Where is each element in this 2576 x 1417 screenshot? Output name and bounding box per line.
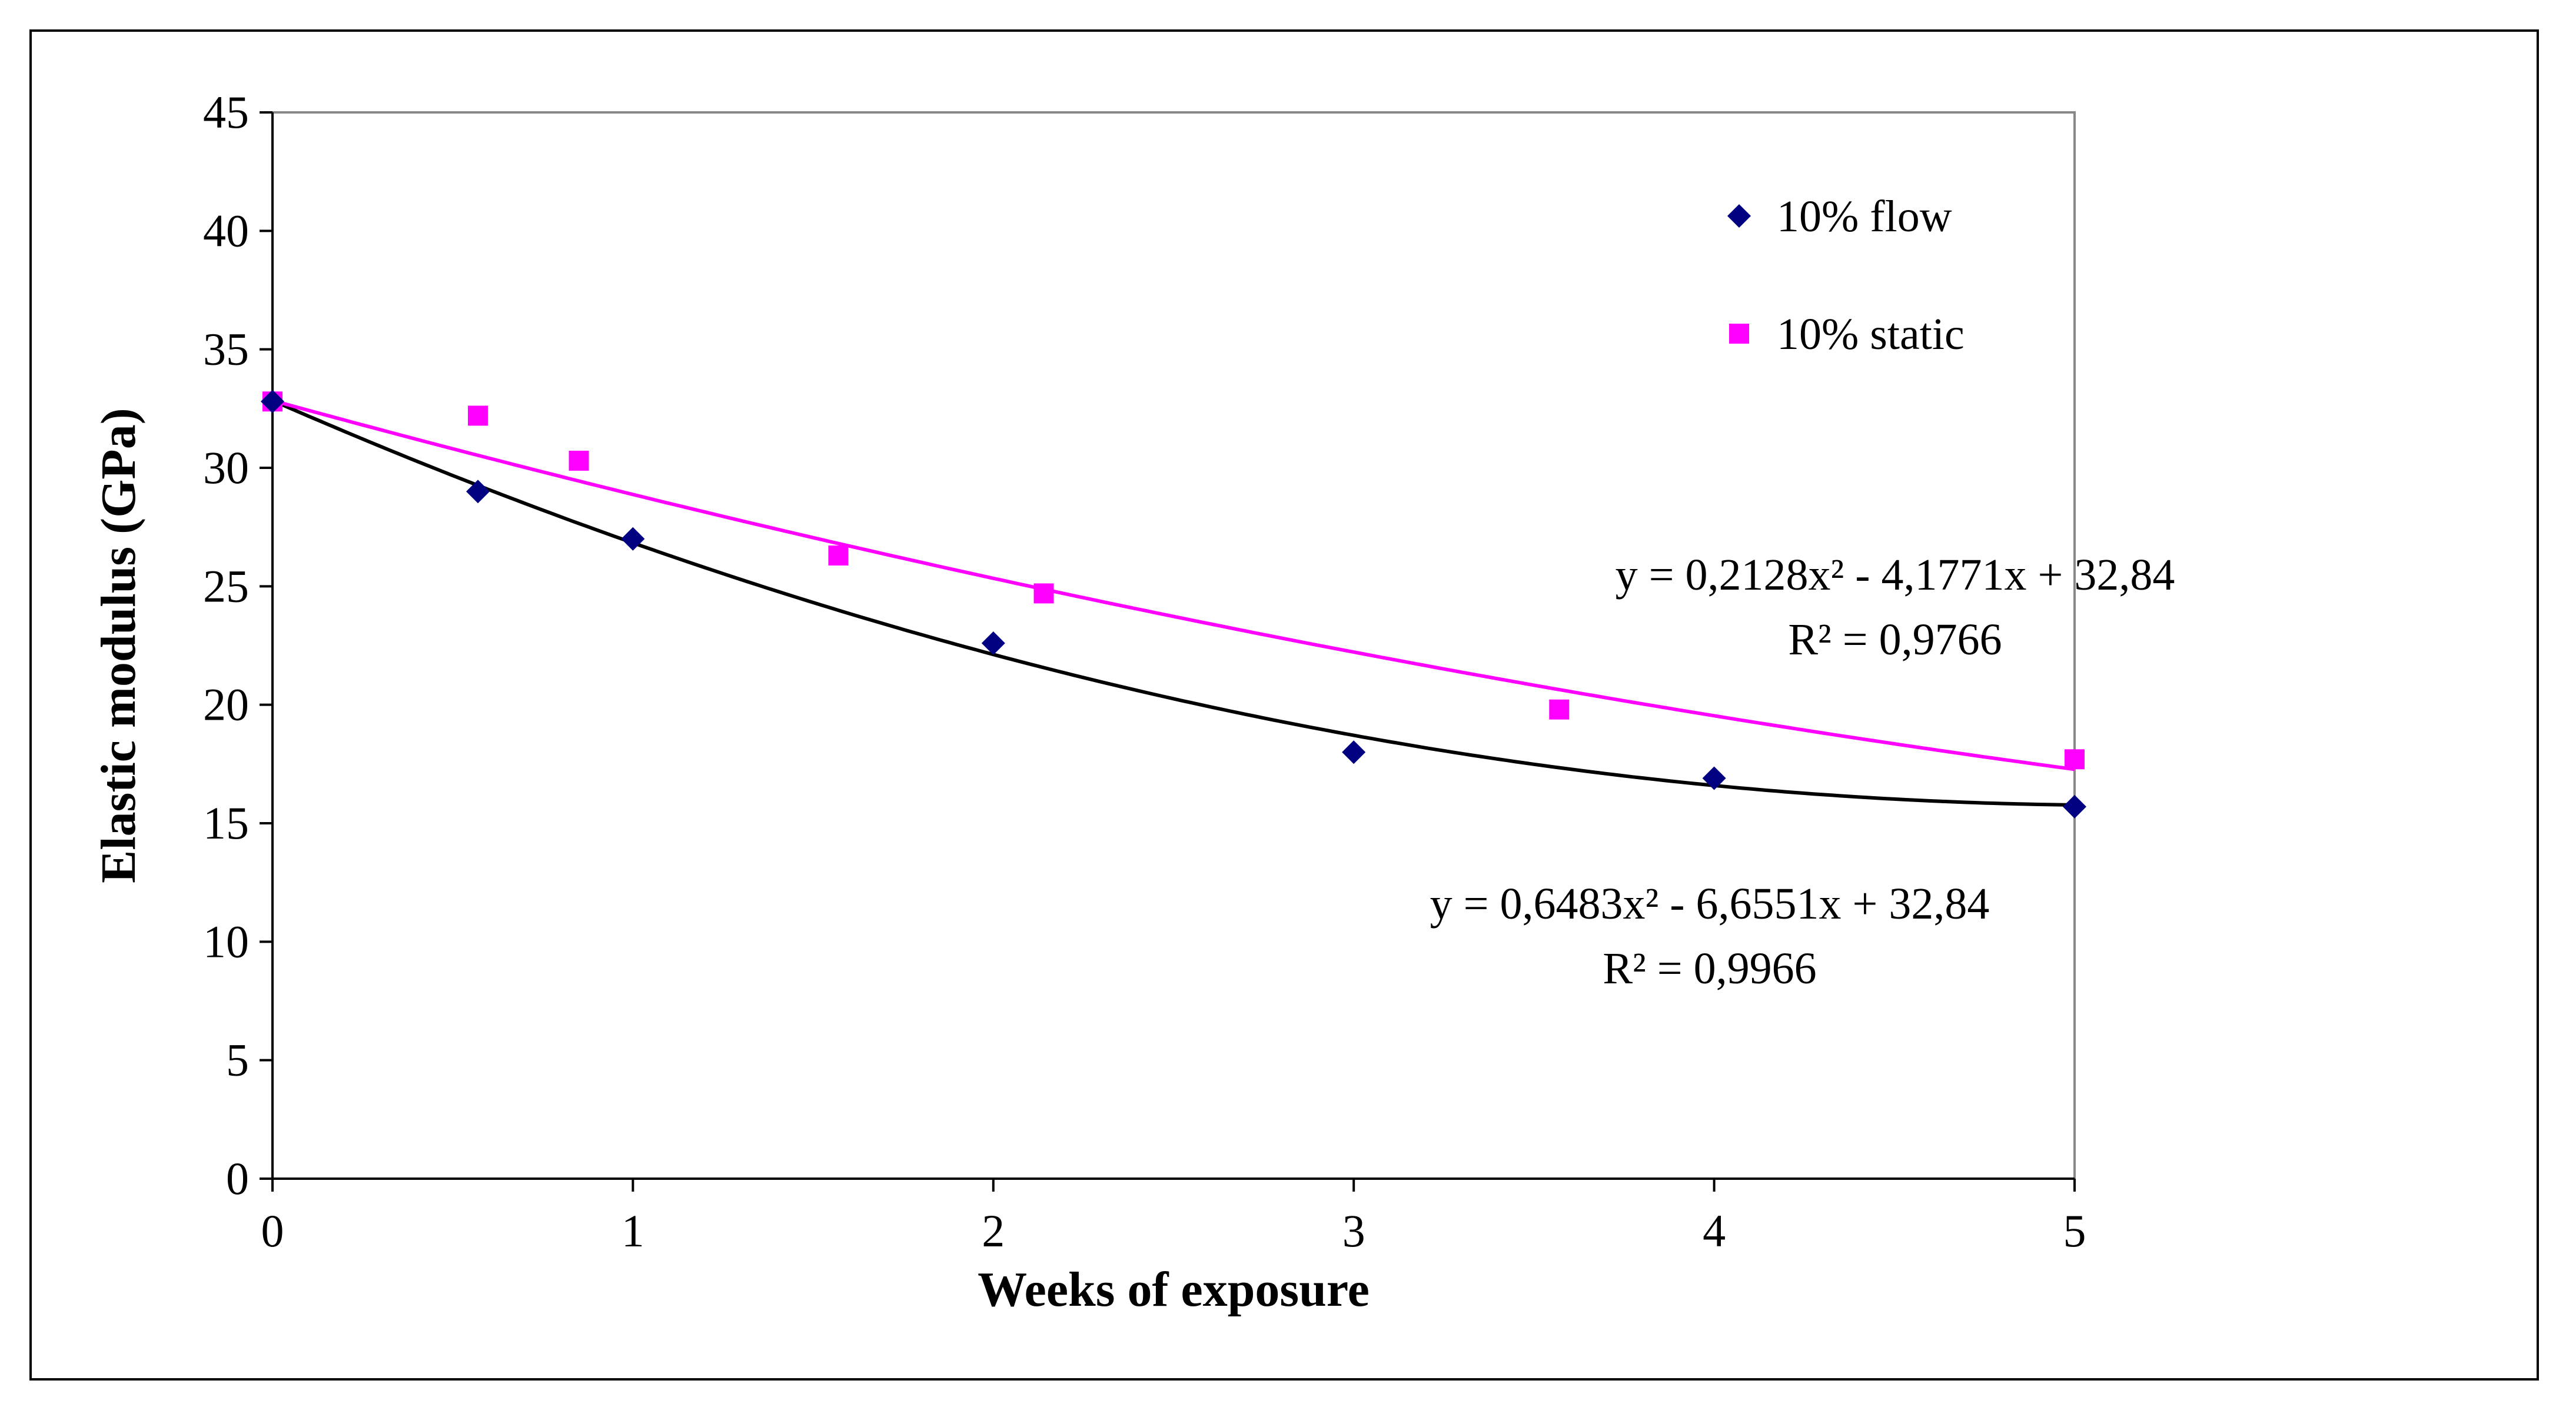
trendline-series-0 xyxy=(271,398,2075,807)
y-ticks: 0 5 10 15 20 25 30 35 40 45 xyxy=(203,87,272,1204)
y-tick-label: 20 xyxy=(203,679,249,730)
data-point-series-1 xyxy=(468,405,488,426)
x-tick-label: 5 xyxy=(2063,1205,2086,1256)
legend-label-series-0: 10% flow xyxy=(1777,192,1952,241)
y-tick-label: 35 xyxy=(203,324,249,375)
trendlines xyxy=(271,398,2075,807)
data-point-series-1 xyxy=(2065,749,2085,770)
y-tick-label: 10 xyxy=(203,916,249,967)
y-tick-label: 15 xyxy=(203,797,249,849)
legend-marker-series-0 xyxy=(1727,204,1751,228)
data-point-series-0 xyxy=(261,390,284,414)
data-point-series-1 xyxy=(828,545,849,566)
y-tick-label: 45 xyxy=(203,87,249,138)
data-points xyxy=(261,390,2086,819)
trendline-equation-series-0: y = 0,6483x² - 6,6551x + 32,84 xyxy=(1430,879,1990,929)
x-tick-label: 2 xyxy=(982,1205,1005,1256)
data-point-series-0 xyxy=(466,480,490,504)
data-point-series-0 xyxy=(981,631,1005,655)
y-tick-label: 0 xyxy=(226,1153,249,1204)
data-point-series-1 xyxy=(1033,583,1054,604)
legend-marker-series-1 xyxy=(1729,324,1749,344)
x-tick-label: 3 xyxy=(1342,1205,1365,1256)
y-axis-title: Elastic modulus (GPa) xyxy=(91,408,146,883)
x-tick-label: 4 xyxy=(1703,1205,1726,1256)
x-axis-title: Weeks of exposure xyxy=(978,1262,1370,1317)
y-tick-label: 25 xyxy=(203,560,249,611)
legend: 10% flow 10% static xyxy=(1727,192,1965,359)
y-tick-label: 40 xyxy=(203,205,249,256)
trendline-r2-series-0: R² = 0,9966 xyxy=(1603,944,1816,993)
data-point-series-1 xyxy=(1549,699,1570,720)
trendline-r2-series-1: R² = 0,9766 xyxy=(1788,615,2002,664)
y-tick-label: 30 xyxy=(203,442,249,493)
data-point-series-0 xyxy=(1702,766,1726,790)
legend-label-series-1: 10% static xyxy=(1777,310,1965,359)
x-ticks: 0 1 2 3 4 5 xyxy=(261,1179,2086,1256)
data-point-series-0 xyxy=(1342,740,1366,764)
trendline-equations: y = 0,6483x² - 6,6551x + 32,84 R² = 0,996… xyxy=(1430,550,2175,993)
trendline-series-1 xyxy=(272,398,2075,771)
plot-area xyxy=(271,111,2076,1180)
trendline-equation-series-1: y = 0,2128x² - 4,1771x + 32,84 xyxy=(1616,550,2175,600)
data-point-series-0 xyxy=(2063,794,2086,819)
x-tick-label: 1 xyxy=(621,1205,644,1256)
data-point-series-0 xyxy=(621,527,645,551)
y-tick-label: 5 xyxy=(226,1035,249,1086)
x-tick-label: 0 xyxy=(261,1205,284,1256)
data-point-series-1 xyxy=(569,450,589,471)
